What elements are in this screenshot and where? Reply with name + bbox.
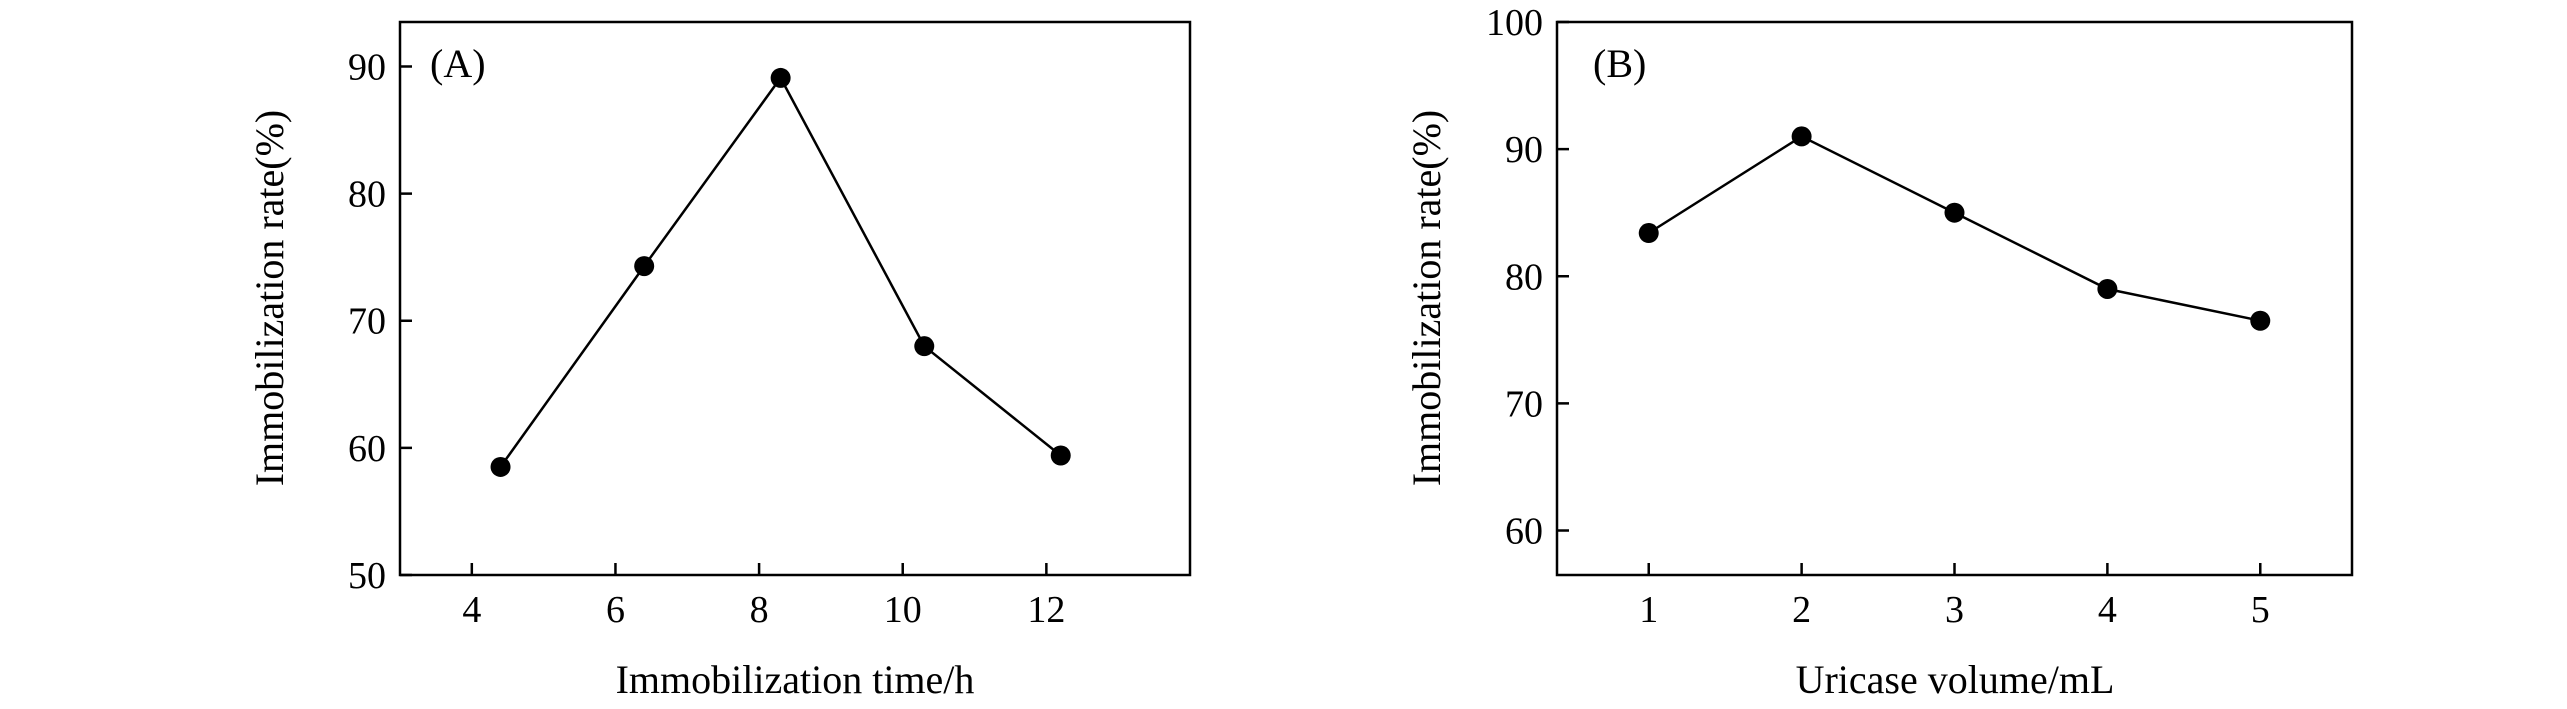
y-tick-label: 70 bbox=[1505, 383, 1543, 425]
data-point bbox=[1944, 202, 1965, 223]
y-axis-label: Immobilization rate(%) bbox=[1404, 110, 1449, 487]
y-tick-label: 90 bbox=[348, 46, 386, 88]
x-tick-label: 8 bbox=[750, 589, 769, 631]
x-tick-label: 3 bbox=[1945, 589, 1964, 631]
y-tick-label: 50 bbox=[348, 555, 386, 597]
x-tick-label: 6 bbox=[606, 589, 625, 631]
x-tick-label: 2 bbox=[1792, 589, 1811, 631]
x-tick-label: 4 bbox=[462, 589, 481, 631]
ticks: 1 2 3 4 5 60 70 80 90 100 bbox=[1486, 2, 2270, 631]
y-axis-label: Immobilization rate(%) bbox=[247, 110, 292, 487]
y-tick-label: 80 bbox=[1505, 256, 1543, 298]
x-axis-label: Uricase volume/mL bbox=[1796, 657, 2115, 702]
data-point bbox=[2250, 310, 2271, 331]
panel-a: (A) Immobilization time/h Immobilization… bbox=[247, 20, 1192, 702]
plot-frame bbox=[398, 20, 1192, 577]
y-tick-label: 80 bbox=[348, 174, 386, 216]
y-tick-label: 90 bbox=[1505, 129, 1543, 171]
data-marks bbox=[1638, 126, 2271, 331]
panel-label: (B) bbox=[1593, 41, 1646, 86]
y-tick-label: 70 bbox=[348, 301, 386, 343]
data-point bbox=[490, 456, 511, 477]
y-tick-label: 60 bbox=[348, 428, 386, 470]
y-tick-label: 100 bbox=[1486, 2, 1543, 44]
y-tick-label: 60 bbox=[1505, 511, 1543, 553]
data-point bbox=[1638, 223, 1659, 244]
series-line bbox=[499, 75, 1062, 468]
data-point bbox=[634, 256, 655, 277]
series-line bbox=[1648, 134, 2261, 322]
x-tick-label: 4 bbox=[2098, 589, 2117, 631]
data-point bbox=[914, 336, 935, 357]
plot-frame bbox=[1555, 20, 2354, 577]
panel-b: (B) Uricase volume/mL Immobilization rat… bbox=[1404, 2, 2354, 702]
x-tick-label: 12 bbox=[1027, 589, 1065, 631]
data-point bbox=[2097, 278, 2118, 299]
x-tick-label: 10 bbox=[884, 589, 922, 631]
x-tick-label: 1 bbox=[1639, 589, 1658, 631]
data-marks bbox=[490, 67, 1071, 477]
data-point bbox=[1791, 126, 1812, 147]
panel-label: (A) bbox=[430, 41, 486, 86]
data-point bbox=[770, 67, 791, 88]
data-point bbox=[1050, 445, 1071, 466]
x-axis-label: Immobilization time/h bbox=[616, 657, 975, 702]
ticks: 4 6 8 10 12 50 60 70 80 90 bbox=[348, 46, 1065, 631]
x-tick-label: 5 bbox=[2251, 589, 2270, 631]
